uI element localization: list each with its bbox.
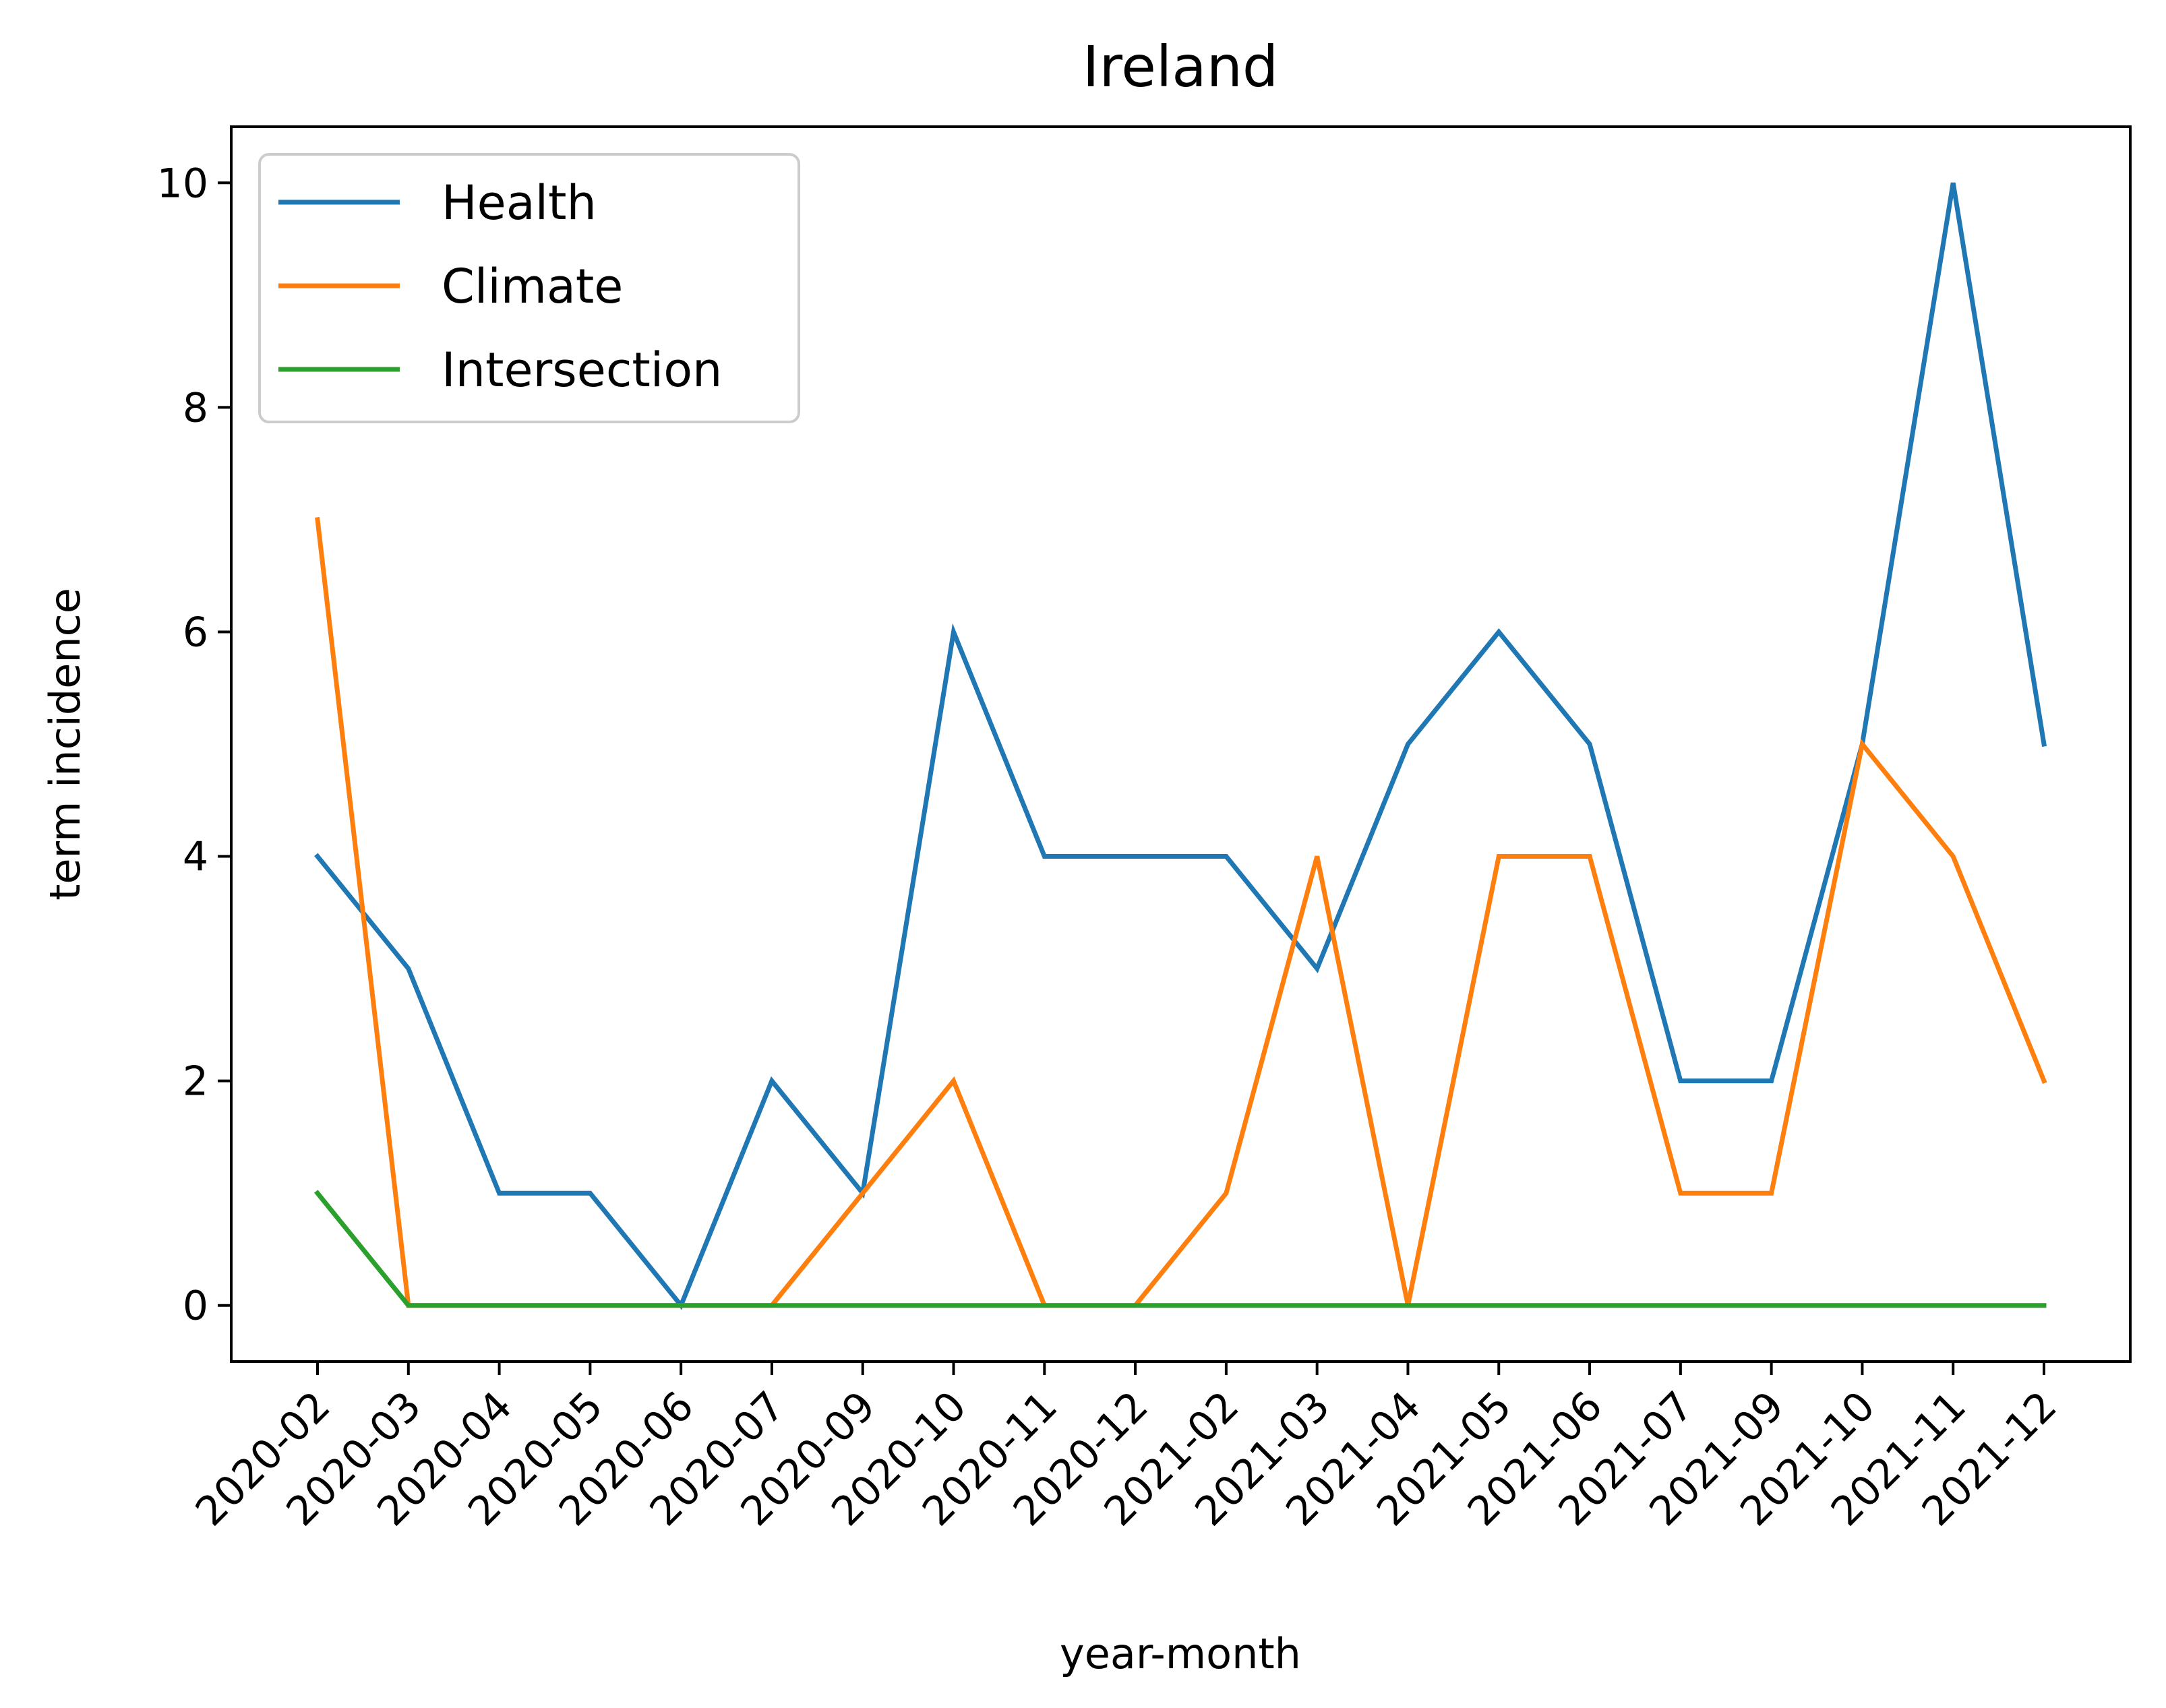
y-axis: 0 2 4 6 8 10 bbox=[157, 160, 231, 1330]
legend-box bbox=[258, 153, 800, 423]
legend-label-health: Health bbox=[442, 175, 597, 231]
plot-frame bbox=[230, 125, 2132, 1363]
y-axis-label: term incidence bbox=[40, 588, 90, 901]
legend: Health Climate Intersection bbox=[258, 153, 800, 423]
y-tick-label: 6 bbox=[183, 609, 208, 656]
x-axis-label: year-month bbox=[1060, 1629, 1301, 1678]
y-tick-label: 10 bbox=[157, 160, 208, 207]
y-tick-label: 8 bbox=[183, 384, 208, 431]
series-line-health bbox=[314, 182, 2047, 1310]
chart-title: Ireland bbox=[1083, 34, 1279, 100]
y-tick-label: 4 bbox=[183, 834, 208, 881]
legend-label-intersection: Intersection bbox=[442, 342, 722, 398]
legend-label-climate: Climate bbox=[442, 259, 623, 314]
y-tick-label: 2 bbox=[183, 1058, 208, 1105]
series-layer bbox=[314, 182, 2047, 1310]
y-tick-label: 0 bbox=[183, 1283, 208, 1330]
series-line-intersection bbox=[314, 1190, 2047, 1308]
